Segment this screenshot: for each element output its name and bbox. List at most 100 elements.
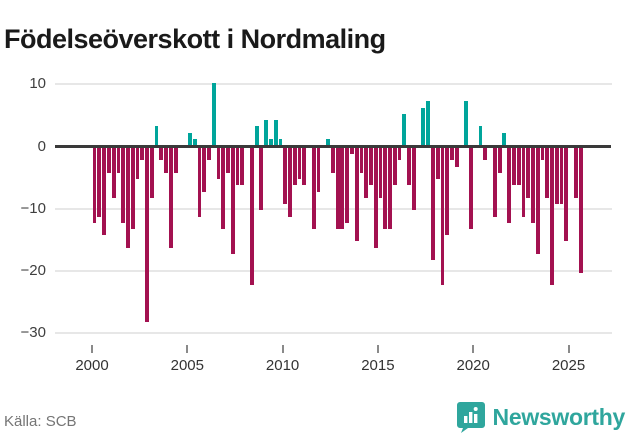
bar: [311, 148, 316, 229]
x-axis-label: 2000: [75, 357, 109, 374]
source-note: Källa: SCB: [4, 413, 77, 430]
x-axis-tick: [91, 345, 93, 353]
bar: [411, 148, 416, 211]
bar: [421, 107, 426, 145]
bar: [369, 148, 373, 186]
bar: [512, 148, 516, 186]
bar: [431, 148, 435, 261]
bar: [97, 148, 102, 217]
x-axis-label: 2015: [361, 357, 395, 374]
x-axis-tick: [376, 345, 379, 353]
bar: [216, 148, 221, 180]
bar: [288, 148, 292, 217]
bar: [211, 82, 216, 145]
bar: [159, 148, 164, 161]
chart-area: 10 0 −10 −20 −30 2000 2005 2010 2015 2020 2025: [20, 75, 612, 374]
bar: [221, 148, 226, 229]
bar: [188, 132, 192, 145]
bar: [469, 148, 473, 229]
bar: [426, 101, 431, 145]
bar: [302, 148, 307, 186]
bar: [407, 148, 411, 186]
bar: [330, 148, 335, 173]
bar-chart-pin-icon: [456, 401, 486, 433]
bar: [526, 148, 531, 198]
bar: [164, 148, 168, 173]
bar: [364, 148, 369, 198]
y-axis-label: −10: [20, 199, 46, 217]
bar: [254, 126, 259, 145]
brand-footer: Newsworthy: [456, 401, 625, 433]
bar: [278, 138, 283, 145]
bar: [550, 148, 554, 286]
bar: [145, 148, 149, 323]
bar: [207, 148, 211, 161]
bar: [226, 148, 230, 173]
bar: [316, 148, 321, 192]
bar: [111, 148, 116, 198]
bar: [345, 148, 350, 223]
page-title: Födelseöverskott i Nordmaling: [4, 24, 386, 55]
bar: [197, 148, 202, 217]
bar: [121, 148, 126, 223]
bar: [149, 148, 154, 198]
bar: [359, 148, 364, 173]
bar: [540, 148, 545, 161]
bar: [264, 120, 269, 145]
bar: [230, 148, 235, 254]
bar: [392, 148, 397, 186]
bar: [126, 148, 130, 248]
bar: [388, 148, 392, 229]
bar: [492, 148, 497, 217]
zero-axis-line: [55, 145, 611, 148]
bar: [168, 148, 173, 248]
bar: [297, 148, 302, 180]
y-axis-label: 0: [37, 137, 46, 155]
bar: [340, 148, 345, 229]
bar: [354, 148, 359, 242]
bar: [335, 148, 340, 229]
grid-line: [55, 207, 612, 210]
bar: [249, 148, 254, 286]
bar: [102, 148, 107, 236]
bar: [535, 148, 540, 254]
x-axis-label: 2010: [265, 357, 300, 374]
bar: [440, 148, 445, 286]
x-axis-tick: [281, 345, 284, 353]
bar: [192, 138, 197, 145]
x-axis-label: 2005: [170, 357, 204, 374]
bar: [573, 148, 578, 198]
x-axis-tick: [186, 345, 189, 353]
brand-name: Newsworthy: [492, 403, 626, 430]
x-axis-tick: [567, 345, 570, 353]
x-axis-label: 2025: [551, 357, 586, 374]
bar: [521, 148, 526, 217]
bar: [106, 148, 111, 173]
bar: [578, 148, 583, 273]
bar: [130, 148, 135, 229]
bar: [326, 138, 330, 145]
bar: [378, 148, 383, 198]
bar: [445, 148, 450, 236]
bar: [464, 101, 469, 145]
bar: [516, 148, 521, 186]
bar: [269, 138, 273, 145]
y-axis-label: −30: [20, 324, 46, 342]
bar: [383, 148, 388, 229]
bar: [497, 148, 502, 173]
bar: [135, 148, 140, 180]
bar: [483, 148, 488, 161]
bar: [350, 148, 354, 155]
bar: [507, 148, 512, 223]
bar: [202, 148, 207, 192]
bar: [140, 148, 145, 161]
grid-line: [55, 332, 612, 335]
bar: [559, 148, 564, 205]
bar: [373, 148, 378, 248]
bar: [545, 148, 550, 198]
bar: [173, 148, 178, 173]
bar: [259, 148, 264, 211]
bar: [450, 148, 454, 161]
bar: [92, 148, 97, 223]
